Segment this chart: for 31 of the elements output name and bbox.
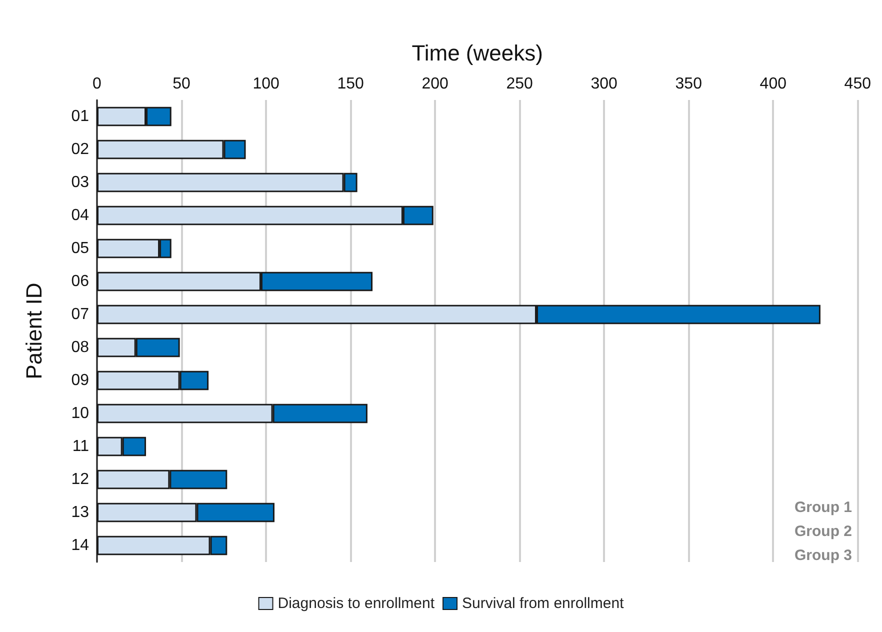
x-tick-label: 350 [675, 76, 702, 92]
annotation: Group 1 [794, 499, 852, 516]
annotation: Group 2 [794, 523, 852, 540]
y-tick-label: 14 [71, 537, 90, 554]
x-tick-label: 150 [337, 76, 364, 92]
y-tick-label: 02 [71, 141, 90, 158]
legend-label: Survival from enrollment [462, 595, 625, 612]
y-tick-label: 06 [71, 273, 90, 290]
x-tick-label: 400 [760, 76, 787, 92]
x-tick-label: 300 [590, 76, 618, 92]
y-tick-label: 10 [71, 405, 90, 422]
x-tick-label: 0 [92, 76, 102, 92]
y-tick-label: 12 [71, 471, 90, 488]
x-tick-label: 250 [506, 76, 534, 92]
y-tick-label: 05 [71, 240, 90, 257]
y-tick-label: 08 [71, 339, 90, 356]
x-tick-label: 100 [252, 76, 280, 92]
y-tick-label: 09 [71, 372, 90, 389]
y-tick-label: 04 [71, 207, 90, 224]
x-tick-label: 50 [172, 76, 191, 92]
legend-label: Diagnosis to enrollment [278, 595, 436, 612]
y-axis-title: Patient ID [22, 282, 46, 380]
x-tick-label: 200 [422, 76, 449, 92]
x-tick-label: 450 [844, 76, 872, 92]
y-tick-label: 11 [72, 438, 90, 455]
y-tick-label: 03 [71, 174, 90, 191]
annotation: Group 3 [794, 547, 852, 564]
x-axis-title: Time (weeks) [412, 40, 543, 66]
y-tick-label: 13 [71, 504, 90, 521]
y-tick-label: 07 [71, 306, 90, 323]
y-tick-label: 01 [71, 108, 90, 125]
